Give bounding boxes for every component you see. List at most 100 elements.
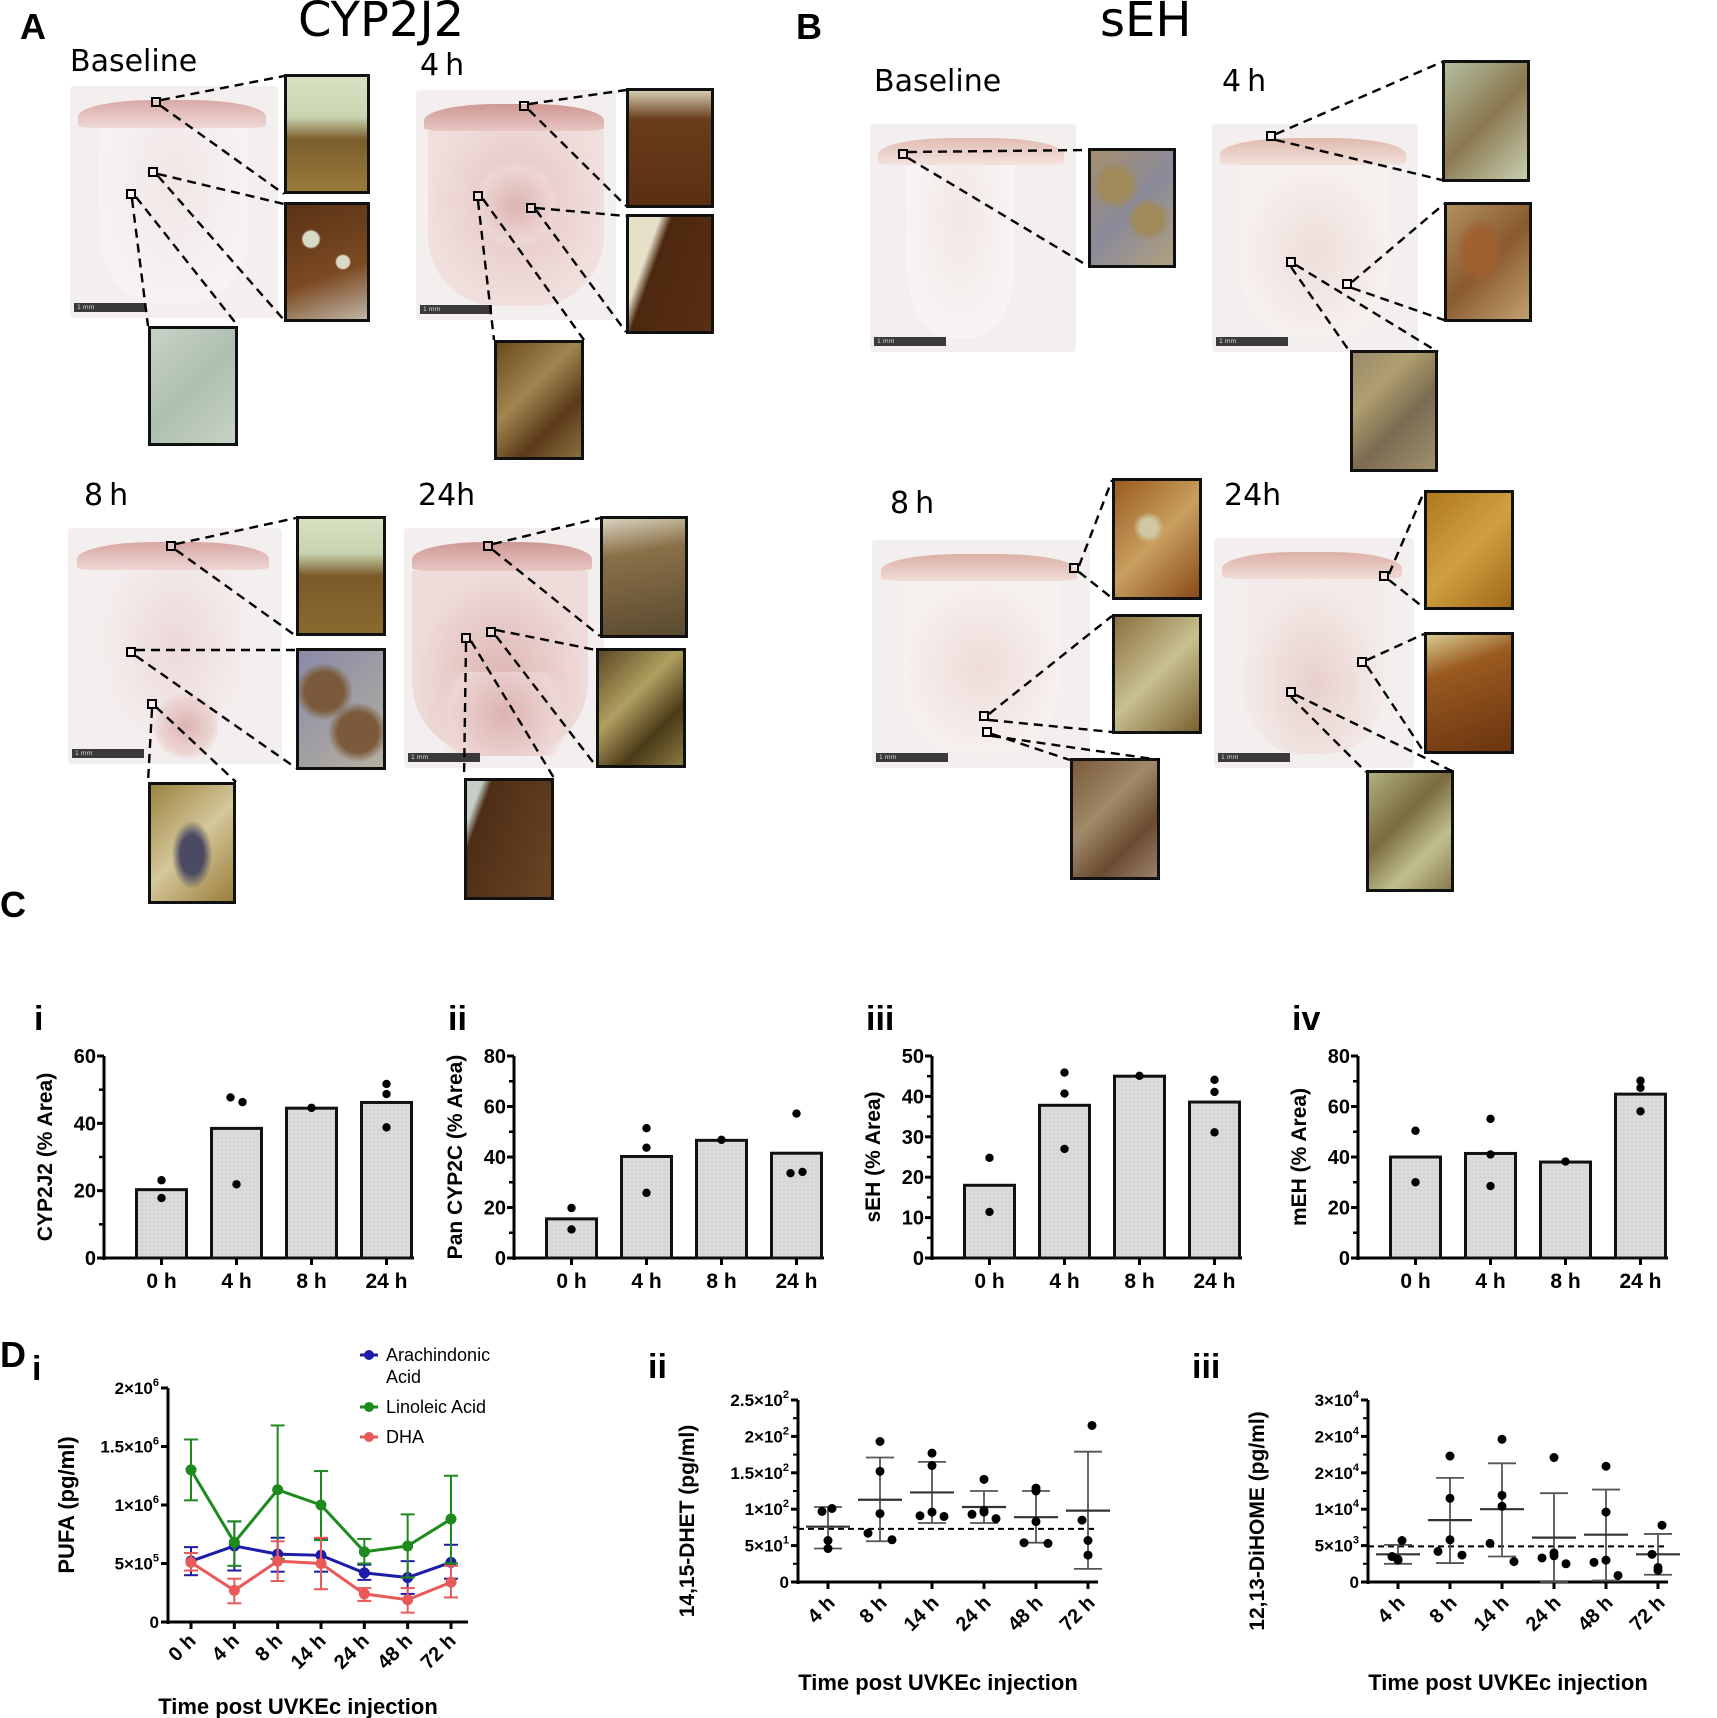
data-point xyxy=(827,1503,837,1513)
data-point xyxy=(1601,1555,1611,1565)
data-point xyxy=(1031,1486,1041,1496)
data-point xyxy=(985,1153,994,1163)
y-tick-label: 5×101 xyxy=(745,1535,789,1556)
scale-bar: 1 mm xyxy=(408,753,480,762)
x-tick-label: 14 h xyxy=(287,1630,331,1674)
panel-a-title: CYP2J2 xyxy=(298,0,465,48)
legend-label: Linoleic Acid xyxy=(386,1397,486,1417)
data-point xyxy=(985,1207,994,1217)
data-point xyxy=(786,1168,795,1178)
data-point xyxy=(823,1544,833,1554)
data-point xyxy=(226,1093,235,1102)
chart-cii-pan-cyp2c: Pan CYP2C (% Area) 0 20 40 60 80 0 h 4 h 8 h 24 h xyxy=(444,1046,824,1293)
data-point xyxy=(1509,1557,1519,1567)
legend-label: DHA xyxy=(386,1427,424,1447)
scale-bar: 1 mm xyxy=(74,303,146,312)
data-point xyxy=(1031,1517,1041,1527)
inset-a-4h-follicle xyxy=(626,214,714,334)
series-linoleic xyxy=(184,1424,458,1579)
data-point xyxy=(1497,1434,1507,1444)
inset-b-8h-epidermis xyxy=(1112,478,1202,600)
y-tick-label: 40 xyxy=(74,1113,96,1135)
x-tick-label: 8 h xyxy=(251,1630,287,1666)
data-point xyxy=(967,1509,977,1519)
y-tick-label: 2×104 xyxy=(1315,1462,1360,1483)
data-point xyxy=(875,1466,885,1476)
roi-marker xyxy=(483,541,493,551)
x-tick-label: 8 h xyxy=(296,1270,326,1293)
roi-marker xyxy=(1286,687,1296,697)
y-tick-label: 5×105 xyxy=(115,1553,159,1574)
y-tick-label: 20 xyxy=(902,1167,924,1189)
data-point xyxy=(157,1176,166,1185)
data-point xyxy=(445,1576,457,1588)
inset-b-8h-deep-dermis xyxy=(1070,758,1160,880)
data-point xyxy=(875,1509,885,1519)
inset-b-24h-follicle xyxy=(1424,632,1514,754)
x-tick-label: 24 h xyxy=(1619,1270,1661,1293)
x-tick-label: 8 h xyxy=(856,1592,892,1628)
y-tick-label: 2.5×102 xyxy=(730,1389,789,1410)
data-point xyxy=(1485,1538,1495,1548)
data-point xyxy=(382,1079,391,1089)
y-tick-label: 30 xyxy=(902,1127,924,1149)
data-point xyxy=(1135,1071,1144,1080)
data-point xyxy=(238,1097,247,1107)
scale-bar: 1 mm xyxy=(1218,753,1290,762)
y-axis-label: 14,15-DHET (pg/ml) xyxy=(676,1425,699,1618)
data-point xyxy=(1653,1565,1663,1575)
data-point xyxy=(1636,1083,1645,1093)
scale-bar: 1 mm xyxy=(72,749,144,758)
x-tick-label: 72 h xyxy=(1626,1592,1670,1636)
data-point xyxy=(1561,1157,1570,1166)
data-point xyxy=(823,1536,833,1546)
a-baseline-label: Baseline xyxy=(70,44,198,79)
y-tick-label: 5×103 xyxy=(1315,1535,1359,1556)
data-point xyxy=(1411,1126,1420,1135)
data-point xyxy=(1083,1536,1093,1546)
legend-swatch-marker xyxy=(364,1402,374,1412)
x-tick-label: 0 h xyxy=(146,1270,176,1293)
bar-4h xyxy=(620,1154,673,1260)
y-tick-label: 3×104 xyxy=(1315,1389,1360,1410)
y-tick-label: 1×104 xyxy=(1315,1498,1360,1519)
chart-civ-sublabel: iv xyxy=(1292,1000,1321,1038)
roi-marker xyxy=(486,627,496,637)
roi-marker xyxy=(1286,257,1296,267)
data-point xyxy=(1445,1493,1455,1503)
roi-marker xyxy=(1357,657,1367,667)
y-tick-label: 40 xyxy=(484,1147,506,1169)
data-point xyxy=(1060,1089,1069,1098)
inset-a-24h-dermis xyxy=(464,778,554,900)
micrograph-a-baseline: 1 mm xyxy=(70,86,278,318)
y-tick-label: 0 xyxy=(150,1613,159,1632)
data-point xyxy=(1043,1538,1053,1548)
y-tick-label: 0 xyxy=(913,1248,924,1270)
bar-8h xyxy=(1539,1160,1592,1260)
scale-bar: 1 mm xyxy=(874,337,946,346)
x-tick-label: 8 h xyxy=(1426,1592,1462,1628)
x-tick-label: 24 h xyxy=(1193,1270,1235,1293)
data-point xyxy=(817,1506,827,1516)
inset-a-24h-follicle xyxy=(596,648,686,768)
y-tick-label: 1×102 xyxy=(745,1498,789,1519)
y-tick-label: 60 xyxy=(74,1046,96,1068)
data-point xyxy=(792,1109,801,1118)
y-axis-label: mEH (% Area) xyxy=(1288,1088,1311,1226)
data-point xyxy=(272,1555,284,1567)
y-tick-label: 50 xyxy=(902,1046,924,1068)
micrograph-b-8h: 1 mm xyxy=(872,540,1090,768)
roi-marker xyxy=(126,647,136,657)
inset-b-4h-epidermis xyxy=(1442,60,1530,182)
x-axis-label: Time post UVKEc injection xyxy=(158,1694,438,1718)
y-tick-label: 10 xyxy=(902,1208,924,1230)
a-4h-label: 4 h xyxy=(420,48,465,83)
data-point xyxy=(307,1103,316,1113)
inset-b-8h-dermis xyxy=(1112,614,1202,734)
inset-a-baseline-epidermis xyxy=(284,74,370,194)
roi-marker xyxy=(151,97,161,107)
x-tick-label: 4 h xyxy=(208,1630,244,1666)
data-point xyxy=(1077,1515,1087,1525)
x-tick-label: 0 h xyxy=(165,1630,201,1666)
data-point xyxy=(1647,1549,1657,1559)
